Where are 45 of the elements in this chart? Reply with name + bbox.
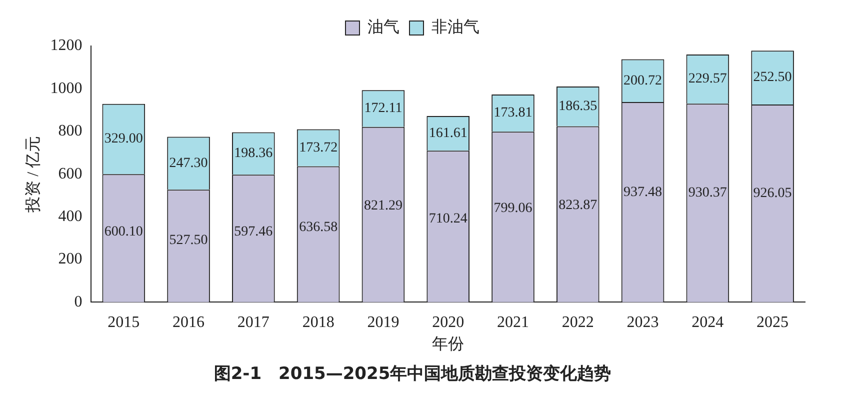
x-tick-label: 2019 bbox=[367, 314, 400, 332]
y-tick-label: 600 bbox=[58, 165, 82, 182]
data-label: 172.11 bbox=[364, 101, 402, 116]
y-tick-label: 800 bbox=[58, 122, 82, 140]
data-label: 173.72 bbox=[299, 140, 338, 156]
x-tick-label: 2025 bbox=[756, 314, 789, 332]
data-label: 930.37 bbox=[688, 186, 727, 201]
data-label: 597.46 bbox=[234, 224, 273, 240]
data-label: 229.57 bbox=[688, 72, 727, 87]
x-tick-label: 2021 bbox=[496, 314, 529, 332]
text: 图2-1 2015—2025年中国地质勘查投资变化趋势 bbox=[214, 364, 612, 384]
x-axis-title: 年份 bbox=[432, 336, 464, 354]
data-label: 710.24 bbox=[428, 211, 468, 226]
x-tick-label: 2023 bbox=[626, 314, 659, 332]
data-label: 636.58 bbox=[299, 220, 338, 236]
data-label: 823.87 bbox=[558, 198, 598, 214]
y-tick-label: 0 bbox=[74, 293, 82, 310]
data-label: 161.61 bbox=[428, 126, 468, 141]
data-label: 329.00 bbox=[104, 132, 143, 147]
x-tick-label: 2018 bbox=[302, 314, 334, 332]
x-tick-label: 2020 bbox=[432, 314, 464, 332]
data-label: 799.06 bbox=[494, 201, 532, 216]
data-label: 600.10 bbox=[104, 224, 143, 240]
data-label: 198.36 bbox=[234, 146, 273, 162]
y-axis-title: 投资 / 亿元 bbox=[24, 136, 42, 214]
data-label: 937.48 bbox=[624, 184, 662, 200]
data-label: 527.50 bbox=[169, 232, 208, 248]
x-tick-label: 2015 bbox=[108, 314, 140, 332]
data-label: 247.30 bbox=[169, 156, 208, 171]
y-tick-label: 1000 bbox=[50, 80, 82, 97]
x-tick-label: 2022 bbox=[562, 314, 594, 332]
data-label: 821.29 bbox=[364, 198, 402, 214]
y-tick-label: 1200 bbox=[50, 37, 82, 54]
x-tick-label: 2016 bbox=[172, 314, 205, 332]
data-label: 926.05 bbox=[753, 186, 792, 202]
legend-label: 非油气 bbox=[432, 17, 480, 36]
legend-label: 油气 bbox=[368, 17, 400, 36]
data-label: 173.81 bbox=[494, 106, 532, 121]
data-label: 186.35 bbox=[558, 99, 598, 114]
y-tick-label: 400 bbox=[58, 208, 82, 226]
data-label: 200.72 bbox=[624, 73, 662, 88]
data-label: 252.50 bbox=[753, 70, 792, 86]
y-tick-label: 200 bbox=[58, 250, 82, 268]
x-tick-label: 2024 bbox=[692, 314, 724, 332]
x-tick-label: 2017 bbox=[237, 314, 270, 332]
